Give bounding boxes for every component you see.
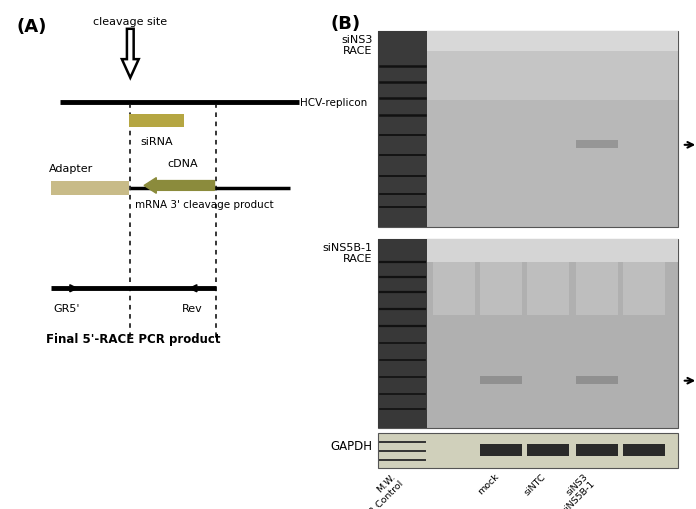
Bar bbox=[378, 32, 427, 228]
Bar bbox=[480, 263, 522, 315]
FancyArrow shape bbox=[144, 178, 214, 194]
Bar bbox=[576, 141, 617, 149]
Text: HCV-replicon: HCV-replicon bbox=[300, 98, 367, 108]
Bar bbox=[480, 377, 522, 384]
Bar bbox=[129, 115, 184, 128]
Bar bbox=[623, 444, 665, 456]
Text: (B): (B) bbox=[331, 15, 361, 33]
Bar bbox=[378, 433, 678, 468]
Text: GR5': GR5' bbox=[54, 303, 80, 314]
Bar bbox=[378, 32, 678, 52]
Bar bbox=[527, 444, 569, 456]
Bar bbox=[527, 263, 569, 315]
Text: Rev: Rev bbox=[182, 303, 203, 314]
Bar bbox=[378, 240, 427, 428]
Bar bbox=[576, 263, 617, 315]
Text: mRNA 3' cleavage product: mRNA 3' cleavage product bbox=[135, 200, 274, 209]
Bar bbox=[51, 181, 129, 196]
Text: siNS3
siNS5B-1: siNS3 siNS5B-1 bbox=[553, 471, 596, 509]
Text: siNTC: siNTC bbox=[523, 471, 548, 496]
Text: siRNA: siRNA bbox=[140, 136, 173, 146]
Bar bbox=[576, 377, 617, 384]
Text: cleavage site: cleavage site bbox=[93, 17, 167, 27]
Bar bbox=[433, 263, 475, 315]
Text: (A): (A) bbox=[17, 17, 47, 36]
Text: siNS3
RACE: siNS3 RACE bbox=[341, 35, 372, 56]
Bar bbox=[576, 444, 617, 456]
Text: mock: mock bbox=[476, 471, 501, 495]
FancyArrow shape bbox=[122, 30, 139, 78]
Bar bbox=[378, 240, 678, 263]
Text: M.W.
PCR Control: M.W. PCR Control bbox=[351, 471, 405, 509]
Bar bbox=[427, 52, 678, 101]
Text: Adapter: Adapter bbox=[49, 164, 93, 174]
Text: siNS5B-1
RACE: siNS5B-1 RACE bbox=[322, 242, 372, 264]
Bar bbox=[378, 32, 678, 228]
Text: GAPDH: GAPDH bbox=[331, 439, 372, 452]
Text: Final 5'-RACE PCR product: Final 5'-RACE PCR product bbox=[46, 333, 221, 346]
Text: cDNA: cDNA bbox=[167, 159, 198, 169]
Bar bbox=[480, 444, 522, 456]
Bar bbox=[623, 263, 665, 315]
Bar bbox=[378, 240, 678, 428]
